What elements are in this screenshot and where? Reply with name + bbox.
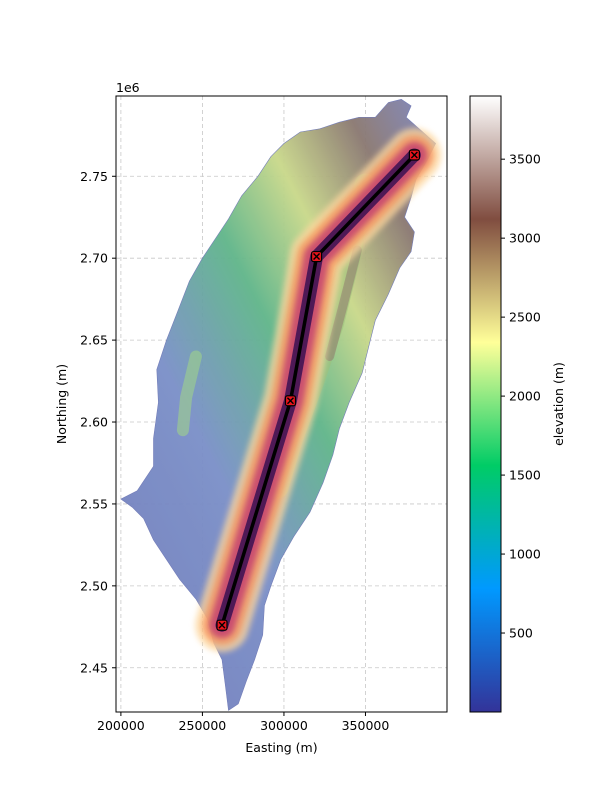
y-tick-label: 2.55 — [80, 496, 108, 511]
colorbar-tick-label: 1500 — [509, 468, 541, 483]
colorbar-tick-label: 2000 — [509, 389, 541, 404]
y-tick-label: 2.60 — [80, 415, 108, 430]
colorbar-gradient — [469, 95, 502, 713]
route-marker-cross — [410, 151, 418, 159]
colorbar-tick-label: 3000 — [509, 231, 541, 246]
y-tick-label: 2.50 — [80, 578, 108, 593]
x-axis-label: Easting (m) — [245, 740, 317, 755]
y-axis: 2.45 2.50 2.55 2.60 2.65 2.70 2.75 — [80, 169, 116, 675]
y-tick-label: 2.65 — [80, 333, 108, 348]
route-marker — [216, 619, 228, 631]
x-tick-label: 350000 — [342, 718, 390, 733]
high-peaks — [325, 245, 362, 361]
route-marker — [284, 395, 297, 407]
colorbar-tick-label: 2500 — [509, 310, 541, 325]
route-marker — [310, 250, 323, 263]
y-tick-label: 2.70 — [80, 251, 108, 266]
plot-frame — [115, 95, 448, 713]
route-marker-cross — [218, 621, 226, 629]
colorbar: 500 1000 1500 2000 2500 3000 3500 elevation (m… — [469, 95, 566, 713]
x-axis: 200000 250000 300000 350000 — [97, 712, 389, 733]
colorbar-tick-label: 500 — [509, 626, 533, 641]
route-line — [220, 153, 417, 627]
western-hills — [176, 350, 202, 437]
colorbar-tick-label: 1000 — [509, 547, 541, 562]
x-tick-label: 250000 — [179, 718, 227, 733]
colorbar-ticks: 500 1000 1500 2000 2500 3000 3500 — [501, 152, 541, 641]
y-tick-label: 2.45 — [80, 660, 108, 675]
y-tick-label: 2.75 — [80, 169, 108, 184]
colorbar-label: elevation (m) — [551, 362, 566, 446]
y-axis-label: Northing (m) — [54, 364, 69, 444]
x-tick-label: 300000 — [260, 718, 308, 733]
plot-area — [115, 95, 448, 713]
route-marker-cross — [286, 397, 294, 405]
route — [195, 128, 442, 653]
route-marker — [408, 149, 420, 161]
x-tick-label: 200000 — [97, 718, 145, 733]
colorbar-tick-label: 3500 — [509, 152, 541, 167]
route-marker-cross — [313, 253, 321, 261]
y-axis-offset-label: 1e6 — [116, 80, 140, 95]
